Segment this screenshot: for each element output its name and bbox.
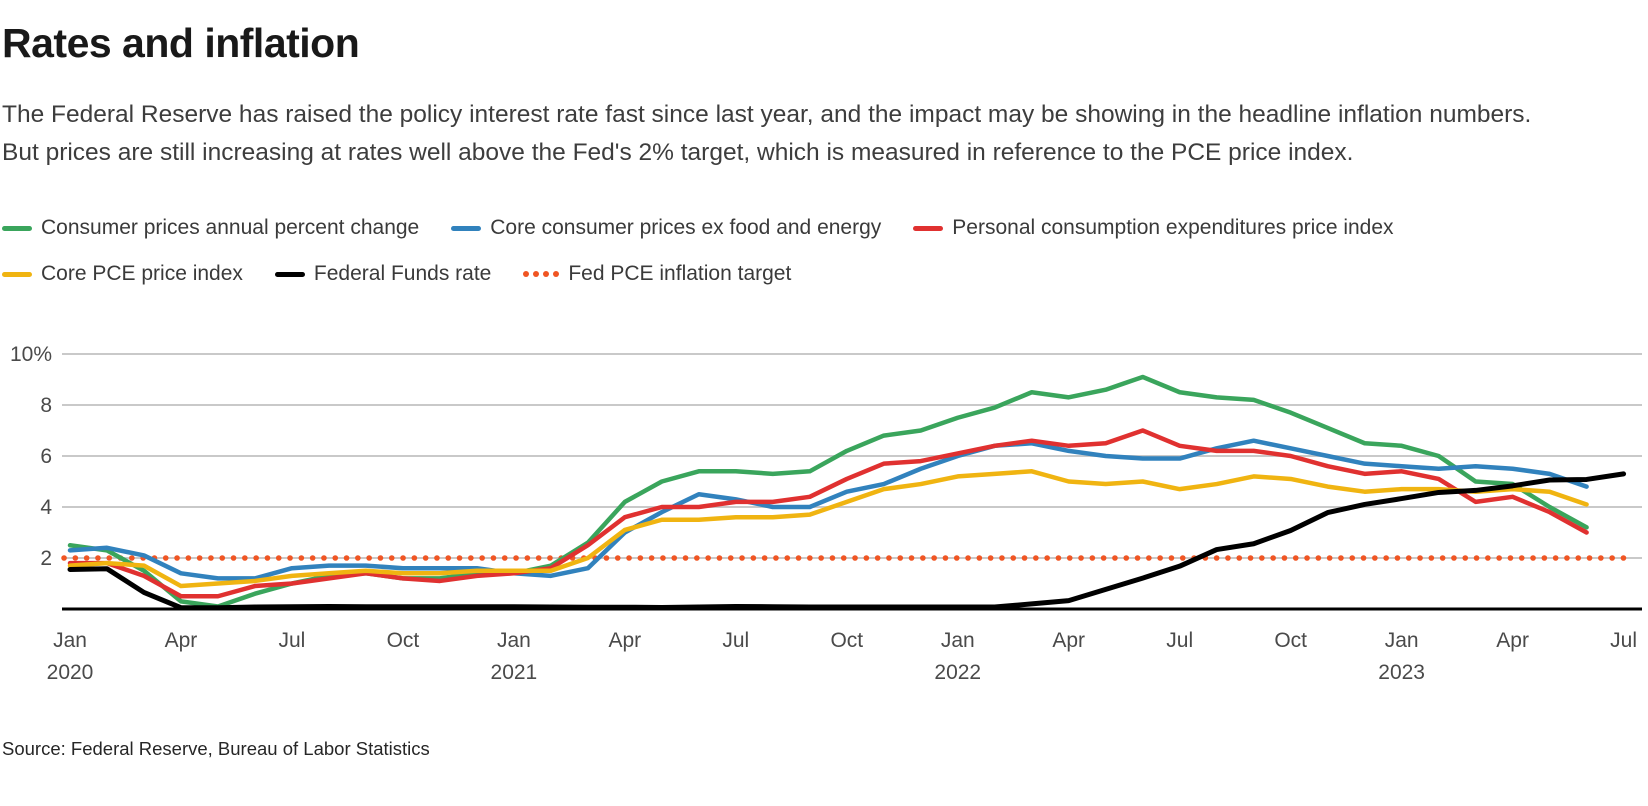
x-tick-month-15: Apr: [609, 629, 642, 652]
chart-legend: Consumer prices annual percent change Cor…: [2, 216, 1642, 286]
legend-item-cpi: Consumer prices annual percent change: [2, 216, 419, 240]
legend-label-cpi: Consumer prices annual percent change: [41, 216, 420, 239]
x-tick-month-36: Jan: [1385, 629, 1419, 652]
legend-item-core-cpi: Core consumer prices ex food and energy: [451, 216, 881, 240]
legend-label-fed-target: Fed PCE inflation target: [568, 262, 792, 285]
x-tick-year-12: 2021: [491, 661, 538, 684]
page-title: Rates and inflation: [2, 20, 360, 66]
series-line-pce: [67, 428, 1589, 599]
y-tick-label-10: 10%: [10, 343, 52, 366]
x-tick-year-36: 2023: [1378, 661, 1425, 684]
legend-item-fed-target: Fed PCE inflation target: [523, 262, 791, 286]
x-tick-month-18: Jul: [722, 629, 749, 652]
x-tick-month-39: Apr: [1496, 629, 1529, 652]
legend-item-fed-funds: Federal Funds rate: [274, 262, 492, 286]
legend-swatch-fed-funds: [274, 271, 305, 277]
chart-area: 10% 8 6 4 2 Jan 2020 Apr Jul Oct Jan 2021 Apr Jul Oct J…: [0, 323, 1648, 693]
x-tick-month-9: Oct: [387, 629, 420, 652]
legend-swatch-pce: [913, 225, 944, 231]
chart-description: The Federal Reserve has raised the polic…: [2, 101, 1532, 166]
legend-swatch-core-cpi: [451, 225, 482, 231]
x-tick-month-0: Jan: [53, 629, 87, 652]
x-tick-month-24: Jan: [941, 629, 975, 652]
legend-label-fed-funds: Federal Funds rate: [313, 262, 492, 285]
legend-item-pce: Personal consumption expenditures price …: [913, 216, 1394, 240]
legend-swatch-core-pce: [2, 271, 32, 277]
legend-label-core-cpi: Core consumer prices ex food and energy: [490, 216, 882, 239]
x-tick-month-30: Jul: [1166, 629, 1193, 652]
y-tick-label-2: 2: [40, 547, 52, 570]
x-tick-month-42: Jul: [1610, 629, 1637, 652]
legend-swatch-fed-target: [523, 271, 560, 277]
x-tick-month-21: Oct: [830, 629, 863, 652]
x-tick-year-24: 2022: [934, 661, 981, 684]
legend-label-pce: Personal consumption expenditures price …: [952, 216, 1394, 239]
y-tick-label-4: 4: [40, 496, 52, 519]
x-tick-year-0: 2020: [47, 661, 94, 684]
series-line-core-cpi: [67, 438, 1589, 581]
source-note: Source: Federal Reserve, Bureau of Labor…: [2, 738, 430, 759]
series-line-fed-funds: [67, 471, 1627, 611]
x-tick-month-12: Jan: [497, 629, 531, 652]
series-line-core-pce: [67, 469, 1589, 589]
legend-item-core-pce: Core PCE price index: [2, 262, 243, 286]
article-page: Rates and inflation The Federal Reserve …: [0, 20, 1648, 759]
x-tick-month-27: Apr: [1052, 629, 1085, 652]
legend-label-core-pce: Core PCE price index: [41, 262, 243, 285]
x-tick-month-6: Jul: [279, 629, 306, 652]
y-tick-label-6: 6: [40, 445, 52, 468]
legend-swatch-cpi: [2, 225, 32, 231]
x-tick-month-33: Oct: [1274, 629, 1307, 652]
rates-inflation-line-chart: 10% 8 6 4 2 Jan 2020 Apr Jul Oct Jan 2021 Apr Jul Oct J…: [10, 343, 1642, 684]
y-tick-label-8: 8: [40, 394, 52, 417]
x-tick-month-3: Apr: [165, 629, 198, 652]
